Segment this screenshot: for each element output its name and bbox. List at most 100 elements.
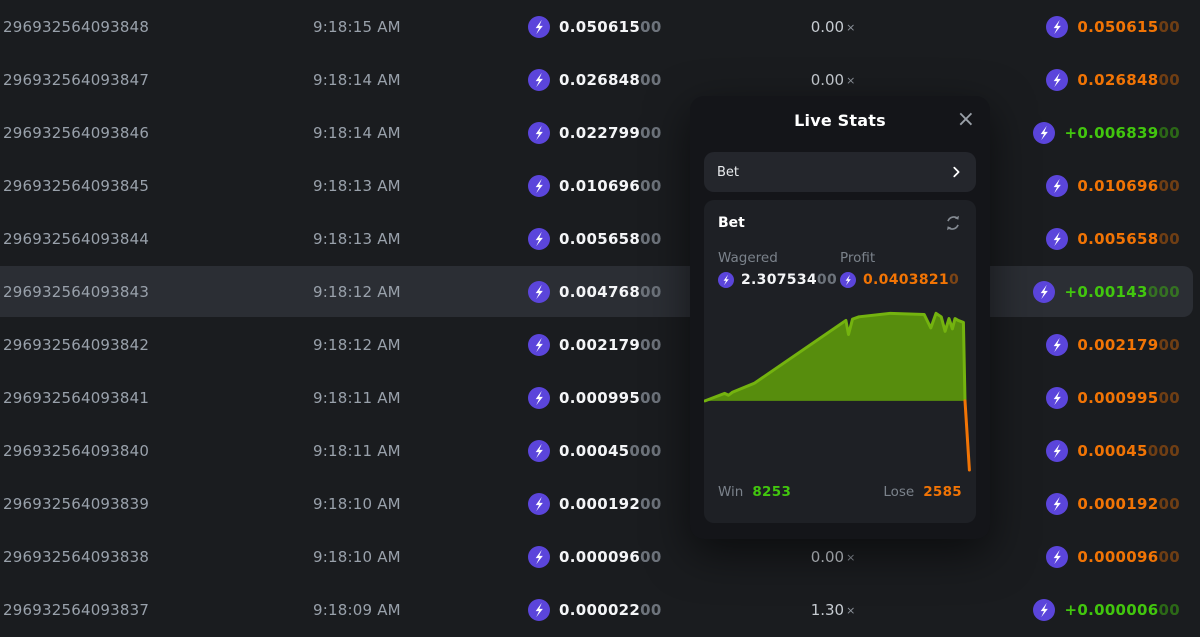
bet-amount: 0.00002200 [528,599,758,622]
bet-payout: 0.00099500 [908,387,1200,410]
coin-icon [1046,440,1069,463]
bet-id: 296932564093844 [3,229,150,248]
coin-icon [1033,599,1056,622]
coin-icon [528,387,550,410]
coin-icon [1046,334,1069,356]
bet-amount: 0.00565800 [528,227,758,250]
profit-value-dim: 0 [948,272,959,288]
table-row[interactable]: 296932564093838 9:18:10 AM 0.00009600 0.00… [0,531,1200,584]
bet-id: 296932564093842 [3,336,150,354]
bet-payout: 0.02684800 [908,68,1200,91]
wagered-value-dim: 00 [816,272,838,288]
table-row[interactable]: 296932564093847 9:18:14 AM 0.02684800 0.00… [0,53,1200,106]
bet-amount: 0.00045000 [528,440,758,463]
bet-multiplier: 0.00 × [810,17,856,36]
bet-id: 296932564093846 [3,123,150,142]
table-row[interactable]: 296932564093837 9:18:09 AM 0.00002200 1.30… [0,584,1200,637]
bet-time: 9:18:12 AM [313,282,401,301]
win-label: Win [718,484,744,500]
chart-lose-line [963,399,971,472]
chart-profit-line [704,311,967,403]
bet-id: 296932564093845 [3,176,150,195]
bet-multiplier: 1.30 × [810,601,856,620]
table-row[interactable]: 296932564093842 9:18:12 AM 0.00217900 0.0… [0,318,1200,371]
wagered-label: Wagered [718,250,778,266]
profit-stat: Profit 0.04038210 [840,250,962,288]
bet-payout: +0.00143000 [908,280,1200,303]
coin-icon [528,440,550,463]
table-row[interactable]: 296932564093844 9:18:13 AM 0.00565800 0.0… [0,212,1200,265]
bet-id: 296932564093840 [3,442,150,461]
table-row[interactable]: 296932564093848 9:18:15 AM 0.05061500 0.00… [0,0,1200,53]
coin-icon [840,272,856,288]
bet-id: 296932564093841 [3,389,150,408]
bet-time: 9:18:14 AM [313,70,401,89]
coin-icon [528,227,550,250]
game-selector[interactable]: Bet [704,152,976,192]
table-row[interactable]: 296932564093846 9:18:14 AM 0.02279900 +0.… [0,106,1200,159]
bet-id: 296932564093843 [3,282,150,301]
table-row[interactable]: 296932564093839 9:18:10 AM 0.00019200 0.0… [0,478,1200,531]
live-stats-panel: Live Stats × Bet Bet [690,96,990,539]
coin-icon [1046,546,1069,569]
close-icon[interactable]: × [956,107,975,132]
lose-label: Lose [883,484,915,500]
bet-amount: 0.00476800 [528,280,758,303]
bet-time: 9:18:10 AM [313,548,401,567]
wagered-stat: Wagered 2.30753400 [718,250,840,288]
bet-time: 9:18:11 AM [313,442,401,461]
bet-id: 296932564093848 [3,17,150,36]
bet-stats-card: Bet Wagered [704,200,976,523]
bet-id: 296932564093837 [3,601,150,620]
bet-payout: 0.05061500 [908,15,1200,38]
lose-stat: Lose 2585 [883,484,962,500]
coin-icon [1046,387,1069,410]
multiplier-x-icon: × [846,551,856,565]
bet-id: 296932564093839 [3,495,150,514]
bet-amount: 0.01069600 [528,174,758,197]
table-row[interactable]: 296932564093841 9:18:11 AM 0.00099500 0.0… [0,372,1200,425]
table-row[interactable]: 296932564093845 9:18:13 AM 0.01069600 0.0… [0,159,1200,212]
bet-payout: 0.00045000 [908,440,1200,463]
bet-time: 9:18:10 AM [313,495,401,514]
lose-value: 2585 [923,484,962,500]
profit-value: 0.0403821 [863,272,949,288]
bet-payout: 0.01069600 [908,174,1200,197]
card-header: Bet [718,214,962,232]
coin-icon [528,121,550,144]
coin-icon [1033,121,1056,144]
bet-time: 9:18:13 AM [313,176,401,195]
bet-payout: 0.00217900 [908,334,1200,356]
multiplier-x-icon: × [846,20,856,34]
bet-multiplier: 0.00 × [810,548,856,567]
bet-amount: 0.00009600 [528,546,758,569]
multiplier-x-icon: × [846,73,856,87]
bet-id: 296932564093847 [3,70,150,89]
coin-icon [1046,68,1069,91]
refresh-icon[interactable] [944,214,962,232]
coin-icon [1046,493,1069,516]
coin-icon [528,280,550,303]
chevron-right-icon [953,166,960,178]
coin-icon [1033,280,1056,303]
profit-label: Profit [840,250,876,266]
coin-icon [718,272,734,288]
multiplier-x-icon: × [846,604,856,618]
bet-amount: 0.05061500 [528,15,758,38]
card-stats: Wagered 2.30753400 Profit [718,250,962,288]
coin-icon [528,546,550,569]
bet-payout: +0.00683900 [908,121,1200,144]
bet-time: 9:18:13 AM [313,229,401,248]
table-row[interactable]: 296932564093843 9:18:12 AM 0.00476800 +0.… [0,265,1200,318]
panel-title: Live Stats [794,110,886,130]
bet-time: 9:18:09 AM [313,601,401,620]
game-selector-label: Bet [717,164,740,180]
bet-amount: 0.02684800 [528,68,758,91]
win-lose-row: Win 8253 Lose 2585 [718,484,962,500]
coin-icon [528,15,550,38]
bet-amount: 0.00217900 [528,334,758,356]
table-row[interactable]: 296932564093840 9:18:11 AM 0.00045000 0.0… [0,425,1200,478]
coin-icon [528,493,550,516]
